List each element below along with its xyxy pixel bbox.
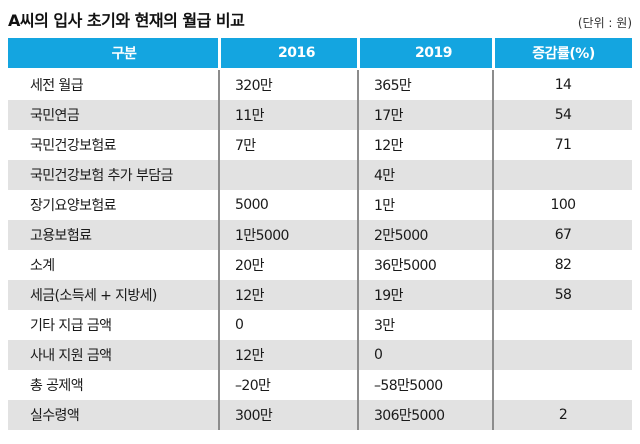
table-row: 세금(소득세 + 지방세) 12만 19만 58 bbox=[8, 280, 632, 310]
value-2016-cell bbox=[218, 160, 357, 190]
table-row: 기타 지급 금액 0 3만 bbox=[8, 310, 632, 340]
row-label-cell: 국민건강보험료 bbox=[30, 138, 117, 154]
row-label-cell: 실수령액 bbox=[30, 408, 80, 424]
row-label-cell: 사내 지원 금액 bbox=[30, 348, 112, 364]
title-bar: A씨의 입사 초기와 현재의 월급 비교 (단위 : 원) bbox=[0, 0, 640, 38]
change-rate-cell bbox=[492, 310, 632, 340]
value-2016-cell: 12만 bbox=[218, 340, 357, 370]
header-cell-2016: 2016 bbox=[218, 38, 357, 68]
value-2019-cell: 36만5000 bbox=[357, 250, 492, 280]
row-label-cell: 고용보험료 bbox=[30, 228, 92, 244]
table-row: 국민연금 11만 17만 54 bbox=[8, 100, 632, 130]
value-2019-cell: 365만 bbox=[357, 70, 492, 100]
value-2019-cell: 306만5000 bbox=[357, 400, 492, 430]
value-2019-cell: –58만5000 bbox=[357, 370, 492, 400]
value-2019-cell: 2만5000 bbox=[357, 220, 492, 250]
table-row: 세전 월급 320만 365만 14 bbox=[8, 70, 632, 100]
table-row: 실수령액 300만 306만5000 2 bbox=[8, 400, 632, 430]
row-label-cell: 소계 bbox=[30, 258, 55, 274]
value-2019-cell: 17만 bbox=[357, 100, 492, 130]
value-2019-cell: 4만 bbox=[357, 160, 492, 190]
header-cell-2019: 2019 bbox=[357, 38, 492, 68]
change-rate-cell: 58 bbox=[492, 280, 632, 310]
table-row: 고용보험료 1만5000 2만5000 67 bbox=[8, 220, 632, 250]
table-row: 총 공제액 –20만 –58만5000 bbox=[8, 370, 632, 400]
row-label-cell: 세전 월급 bbox=[30, 78, 84, 94]
value-2019-cell: 0 bbox=[357, 340, 492, 370]
table-header-row: 구분 2016 2019 증감률(%) bbox=[8, 38, 632, 68]
change-rate-cell: 71 bbox=[492, 130, 632, 160]
change-rate-cell: 67 bbox=[492, 220, 632, 250]
change-rate-cell: 14 bbox=[492, 70, 632, 100]
value-2019-cell: 12만 bbox=[357, 130, 492, 160]
value-2016-cell: 0 bbox=[218, 310, 357, 340]
header-cell-category: 구분 bbox=[8, 38, 218, 68]
row-label-cell: 기타 지급 금액 bbox=[30, 318, 112, 334]
value-2019-cell: 19만 bbox=[357, 280, 492, 310]
row-label-cell: 국민연금 bbox=[30, 108, 80, 124]
row-label-cell: 세금(소득세 + 지방세) bbox=[30, 288, 157, 304]
salary-comparison-table: 구분 2016 2019 증감률(%) 세전 월급 320만 365만 14 국… bbox=[8, 38, 632, 430]
value-2016-cell: 320만 bbox=[218, 70, 357, 100]
table-row: 국민건강보험 추가 부담금 4만 bbox=[8, 160, 632, 190]
value-2016-cell: 12만 bbox=[218, 280, 357, 310]
change-rate-cell bbox=[492, 160, 632, 190]
change-rate-cell: 100 bbox=[492, 190, 632, 220]
table-row: 사내 지원 금액 12만 0 bbox=[8, 340, 632, 370]
row-label-cell: 장기요양보험료 bbox=[30, 198, 117, 214]
page-title: A씨의 입사 초기와 현재의 월급 비교 bbox=[8, 11, 245, 30]
change-rate-cell bbox=[492, 340, 632, 370]
change-rate-cell: 82 bbox=[492, 250, 632, 280]
value-2016-cell: 7만 bbox=[218, 130, 357, 160]
value-2019-cell: 3만 bbox=[357, 310, 492, 340]
change-rate-cell bbox=[492, 370, 632, 400]
row-label-cell: 국민건강보험 추가 부담금 bbox=[30, 168, 173, 184]
row-label-cell: 총 공제액 bbox=[30, 378, 84, 394]
value-2016-cell: 300만 bbox=[218, 400, 357, 430]
table-row: 국민건강보험료 7만 12만 71 bbox=[8, 130, 632, 160]
header-cell-change-rate: 증감률(%) bbox=[492, 38, 632, 68]
table-body: 세전 월급 320만 365만 14 국민연금 11만 17만 54 국민건강보… bbox=[8, 70, 632, 430]
value-2019-cell: 1만 bbox=[357, 190, 492, 220]
change-rate-cell: 54 bbox=[492, 100, 632, 130]
value-2016-cell: 11만 bbox=[218, 100, 357, 130]
value-2016-cell: 5000 bbox=[218, 190, 357, 220]
value-2016-cell: 20만 bbox=[218, 250, 357, 280]
change-rate-cell: 2 bbox=[492, 400, 632, 430]
value-2016-cell: 1만5000 bbox=[218, 220, 357, 250]
unit-label: (단위 : 원) bbox=[577, 16, 632, 30]
table-row: 소계 20만 36만5000 82 bbox=[8, 250, 632, 280]
value-2016-cell: –20만 bbox=[218, 370, 357, 400]
table-row: 장기요양보험료 5000 1만 100 bbox=[8, 190, 632, 220]
